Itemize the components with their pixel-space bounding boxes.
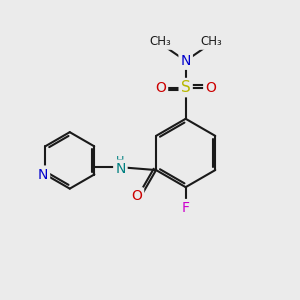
- Text: CH₃: CH₃: [200, 35, 222, 48]
- Text: N: N: [115, 162, 126, 176]
- Text: O: O: [205, 81, 216, 94]
- Text: S: S: [181, 80, 190, 95]
- Text: CH₃: CH₃: [149, 35, 171, 48]
- Text: O: O: [131, 189, 142, 203]
- Text: F: F: [182, 201, 190, 215]
- Text: N: N: [38, 167, 48, 182]
- Text: H: H: [116, 156, 124, 166]
- Text: O: O: [155, 81, 166, 94]
- Text: N: N: [181, 54, 191, 68]
